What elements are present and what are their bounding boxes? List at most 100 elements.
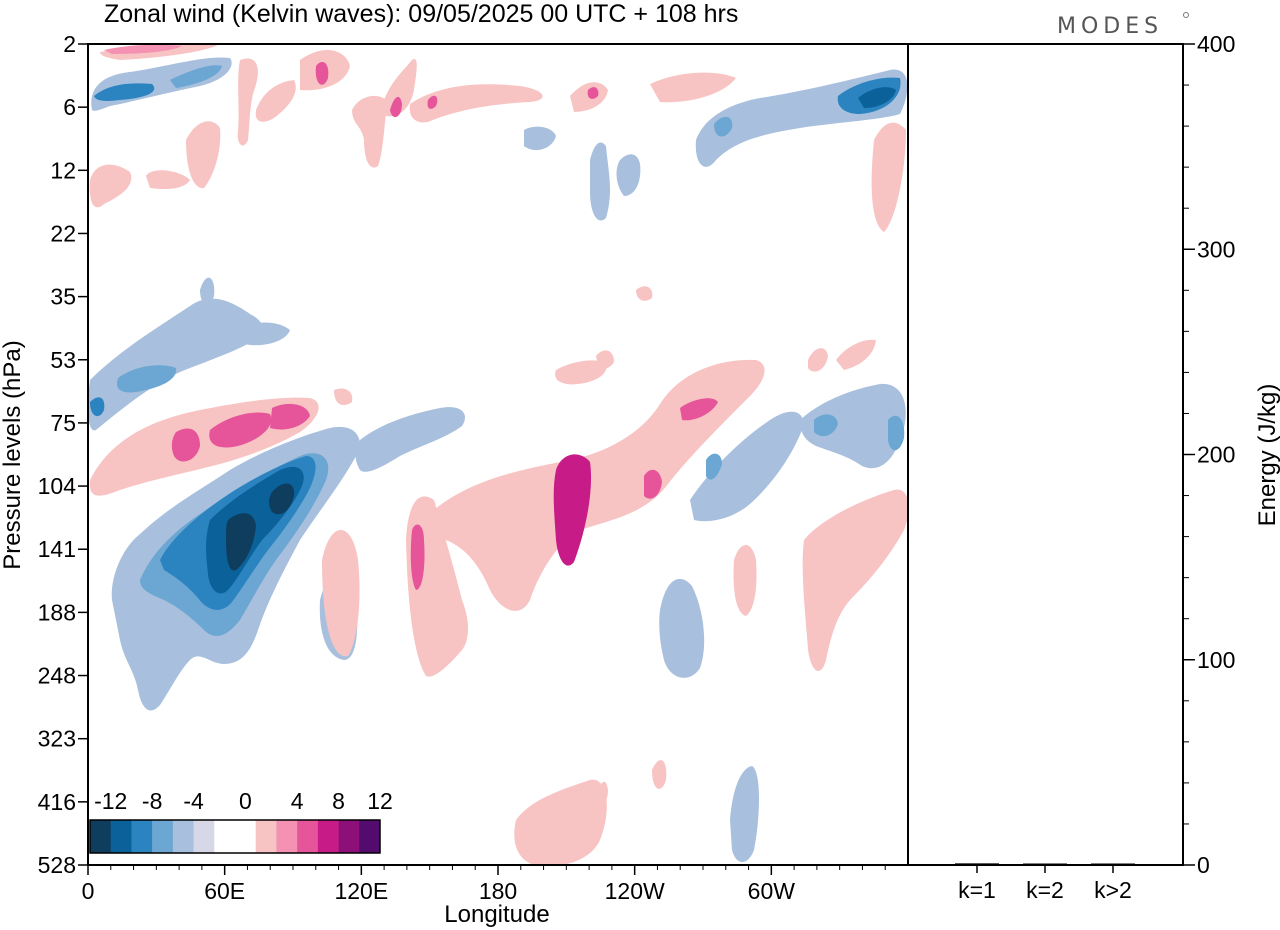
y-tick-label: 12 (50, 157, 76, 183)
y-tick-label: 188 (38, 599, 76, 625)
contour-region-28 (524, 126, 556, 151)
y-tick-label: 22 (50, 220, 76, 246)
brand-registered-mark (1183, 12, 1189, 18)
colorbar-swatch (255, 820, 277, 853)
colorbar-swatch (131, 820, 153, 853)
y-tick-label: 75 (50, 410, 76, 436)
contour-region-36 (209, 412, 272, 448)
colorbar-label: -12 (94, 788, 127, 814)
chart-title: Zonal wind (Kelvin waves): 09/05/2025 00… (104, 0, 738, 28)
heatmap-panel: 0 60E 120E 180 120W 60W 2 6 12 22 35 53 75 104 141 188… (0, 31, 909, 928)
y-tick-label: 35 (50, 284, 76, 310)
x-tick-label: 120W (605, 878, 665, 904)
contour-fills (88, 44, 908, 865)
longitude-axis: 0 60E 120E 180 120W 60W (82, 865, 886, 904)
contour-region-5 (104, 44, 182, 54)
contour-region-37 (270, 403, 310, 430)
contour-region-8 (315, 62, 329, 85)
contour-region-63 (596, 350, 614, 369)
contour-region-52 (644, 469, 662, 499)
wavenumber-label: k=2 (1026, 877, 1064, 903)
contour-region-38 (334, 388, 353, 406)
colorbar-swatch (359, 820, 381, 853)
contour-region-47 (322, 530, 360, 657)
contour-region-43 (226, 513, 256, 571)
brand-logo: MODES (1057, 14, 1163, 39)
colorbar-swatch (338, 820, 360, 853)
colorbar-swatch (152, 820, 174, 853)
contour-region-54 (690, 411, 804, 522)
energy-y-axis: 0 100 200 300 400 (1183, 31, 1235, 878)
contour-region-32 (240, 322, 290, 346)
contour-region-13 (409, 84, 543, 123)
colorbar-frame (89, 819, 381, 854)
contour-region-55 (706, 453, 722, 480)
x-tick-label: 120E (334, 878, 388, 904)
wavenumber-label: k=1 (958, 877, 996, 903)
contour-region-31 (90, 397, 105, 417)
y-tick-label: 53 (50, 347, 76, 373)
colorbar-swatch (297, 820, 319, 853)
contour-region-70 (596, 781, 608, 806)
contour-region-60 (733, 545, 757, 616)
contour-region-33 (200, 277, 215, 305)
energy-tick-label: 300 (1197, 236, 1235, 262)
energy-tick-label: 0 (1197, 852, 1210, 878)
x-tick-label: 180 (479, 878, 517, 904)
energy-frame (907, 43, 1184, 866)
y-tick-label: 141 (38, 536, 76, 562)
contour-region-27 (186, 121, 221, 189)
contour-region-64 (808, 348, 828, 372)
contour-region-24 (871, 122, 906, 232)
y-tick-label: 104 (38, 473, 77, 499)
y-tick-label: 528 (38, 852, 76, 878)
contour-region-12 (390, 96, 402, 118)
contour-region-30 (116, 365, 177, 393)
contour-region-6 (237, 58, 258, 146)
contour-region-25 (89, 164, 132, 208)
contour-region-62 (555, 360, 607, 385)
contour-region-59 (802, 489, 908, 671)
colorbar-swatch (110, 820, 132, 853)
colorbar-label: 12 (367, 788, 393, 814)
contour-region-26 (146, 170, 190, 190)
contour-region-17 (650, 72, 736, 103)
pressure-axis: 2 6 12 22 35 53 75 104 141 188 248 323 416 528 (38, 31, 88, 878)
energy-tick-label: 400 (1197, 31, 1235, 57)
contour-region-2 (94, 83, 155, 101)
contour-region-51 (553, 454, 592, 566)
energy-tick-label: 200 (1197, 442, 1235, 468)
contour-region-49 (410, 524, 425, 590)
contour-region-35 (171, 428, 200, 462)
y-tick-label: 248 (38, 663, 76, 689)
x-axis-label: Longitude (444, 901, 549, 928)
contour-region-66 (636, 286, 653, 301)
colorbar: -12 -8 -4 0 4 8 12 (89, 788, 393, 854)
contour-region-53 (680, 398, 718, 421)
contour-region-11 (384, 58, 417, 117)
y-tick-label: 6 (63, 94, 76, 120)
contour-region-68 (652, 759, 667, 789)
contour-region-65 (836, 339, 876, 370)
colorbar-label: -4 (183, 788, 204, 814)
contour-region-67 (514, 779, 607, 865)
contour-region-23 (616, 154, 641, 196)
colorbar-label: -8 (142, 788, 162, 814)
wavenumber-label: k>2 (1094, 877, 1132, 903)
colorbar-swatch (235, 820, 257, 853)
contour-region-61 (659, 578, 705, 678)
energy-axis-label: Energy (J/kg) (1254, 384, 1280, 527)
x-tick-label: 0 (82, 878, 95, 904)
wavenumber-axis: k=1 k=2 k>2 (958, 865, 1132, 903)
contour-region-44 (269, 483, 295, 515)
contour-region-22 (590, 142, 611, 221)
contour-region-58 (888, 415, 905, 451)
contour-region-56 (800, 383, 906, 469)
y-tick-label: 323 (38, 726, 76, 752)
y-tick-label: 416 (38, 789, 76, 815)
contour-region-21 (858, 87, 896, 108)
contour-region-57 (814, 414, 838, 437)
colorbar-label: 0 (239, 788, 252, 814)
contour-region-3 (170, 65, 222, 88)
colorbar-swatch (317, 820, 339, 853)
